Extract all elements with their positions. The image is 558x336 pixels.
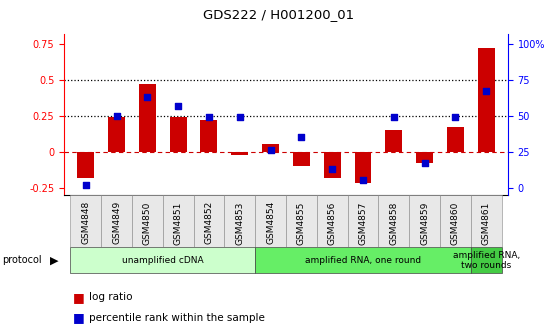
Bar bbox=[262, 144, 279, 152]
Text: ▶: ▶ bbox=[50, 255, 59, 265]
Point bbox=[297, 135, 306, 140]
Bar bbox=[416, 152, 433, 163]
Bar bbox=[378, 195, 409, 247]
Text: GSM4853: GSM4853 bbox=[235, 201, 244, 245]
Point bbox=[204, 115, 213, 120]
Bar bbox=[232, 152, 248, 155]
Bar bbox=[471, 248, 502, 273]
Text: GSM4860: GSM4860 bbox=[451, 201, 460, 245]
Bar bbox=[101, 195, 132, 247]
Text: GSM4859: GSM4859 bbox=[420, 201, 429, 245]
Point bbox=[235, 115, 244, 120]
Bar bbox=[200, 120, 218, 152]
Bar bbox=[170, 117, 186, 152]
Bar bbox=[255, 248, 471, 273]
Text: GSM4861: GSM4861 bbox=[482, 201, 490, 245]
Text: amplified RNA, one round: amplified RNA, one round bbox=[305, 256, 421, 265]
Point bbox=[328, 166, 336, 172]
Text: GSM4849: GSM4849 bbox=[112, 201, 121, 244]
Bar bbox=[70, 248, 255, 273]
Bar bbox=[224, 195, 255, 247]
Bar bbox=[409, 195, 440, 247]
Bar bbox=[348, 195, 378, 247]
Text: GSM4858: GSM4858 bbox=[389, 201, 398, 245]
Point bbox=[482, 88, 490, 94]
Text: GSM4857: GSM4857 bbox=[358, 201, 368, 245]
Point bbox=[266, 148, 275, 153]
Bar bbox=[293, 152, 310, 166]
Bar bbox=[286, 195, 317, 247]
Bar bbox=[440, 195, 471, 247]
Text: GSM4851: GSM4851 bbox=[174, 201, 182, 245]
Text: protocol: protocol bbox=[2, 255, 41, 265]
Point bbox=[451, 115, 460, 120]
Bar bbox=[70, 195, 101, 247]
Text: ■: ■ bbox=[73, 291, 84, 304]
Point bbox=[359, 178, 368, 183]
Text: unamplified cDNA: unamplified cDNA bbox=[122, 256, 204, 265]
Bar bbox=[478, 48, 495, 152]
Bar bbox=[77, 152, 94, 178]
Text: GSM4855: GSM4855 bbox=[297, 201, 306, 245]
Point bbox=[81, 182, 90, 187]
Point bbox=[112, 113, 121, 118]
Bar bbox=[317, 195, 348, 247]
Text: GDS222 / H001200_01: GDS222 / H001200_01 bbox=[204, 8, 354, 22]
Bar bbox=[471, 195, 502, 247]
Bar bbox=[324, 152, 340, 178]
Bar bbox=[386, 130, 402, 152]
Point bbox=[143, 94, 152, 100]
Bar bbox=[163, 195, 194, 247]
Text: amplified RNA,
two rounds: amplified RNA, two rounds bbox=[453, 251, 520, 270]
Text: GSM4856: GSM4856 bbox=[328, 201, 336, 245]
Text: GSM4852: GSM4852 bbox=[204, 201, 214, 244]
Point bbox=[174, 103, 182, 108]
Bar bbox=[194, 195, 224, 247]
Bar bbox=[447, 127, 464, 152]
Text: percentile rank within the sample: percentile rank within the sample bbox=[89, 312, 265, 323]
Text: GSM4848: GSM4848 bbox=[81, 201, 90, 244]
Text: ■: ■ bbox=[73, 311, 84, 324]
Bar bbox=[108, 117, 125, 152]
Text: log ratio: log ratio bbox=[89, 292, 133, 302]
Point bbox=[389, 115, 398, 120]
Bar bbox=[132, 195, 163, 247]
Text: GSM4850: GSM4850 bbox=[143, 201, 152, 245]
Bar bbox=[139, 84, 156, 152]
Bar bbox=[354, 152, 372, 183]
Text: GSM4854: GSM4854 bbox=[266, 201, 275, 244]
Bar bbox=[255, 195, 286, 247]
Point bbox=[420, 161, 429, 166]
